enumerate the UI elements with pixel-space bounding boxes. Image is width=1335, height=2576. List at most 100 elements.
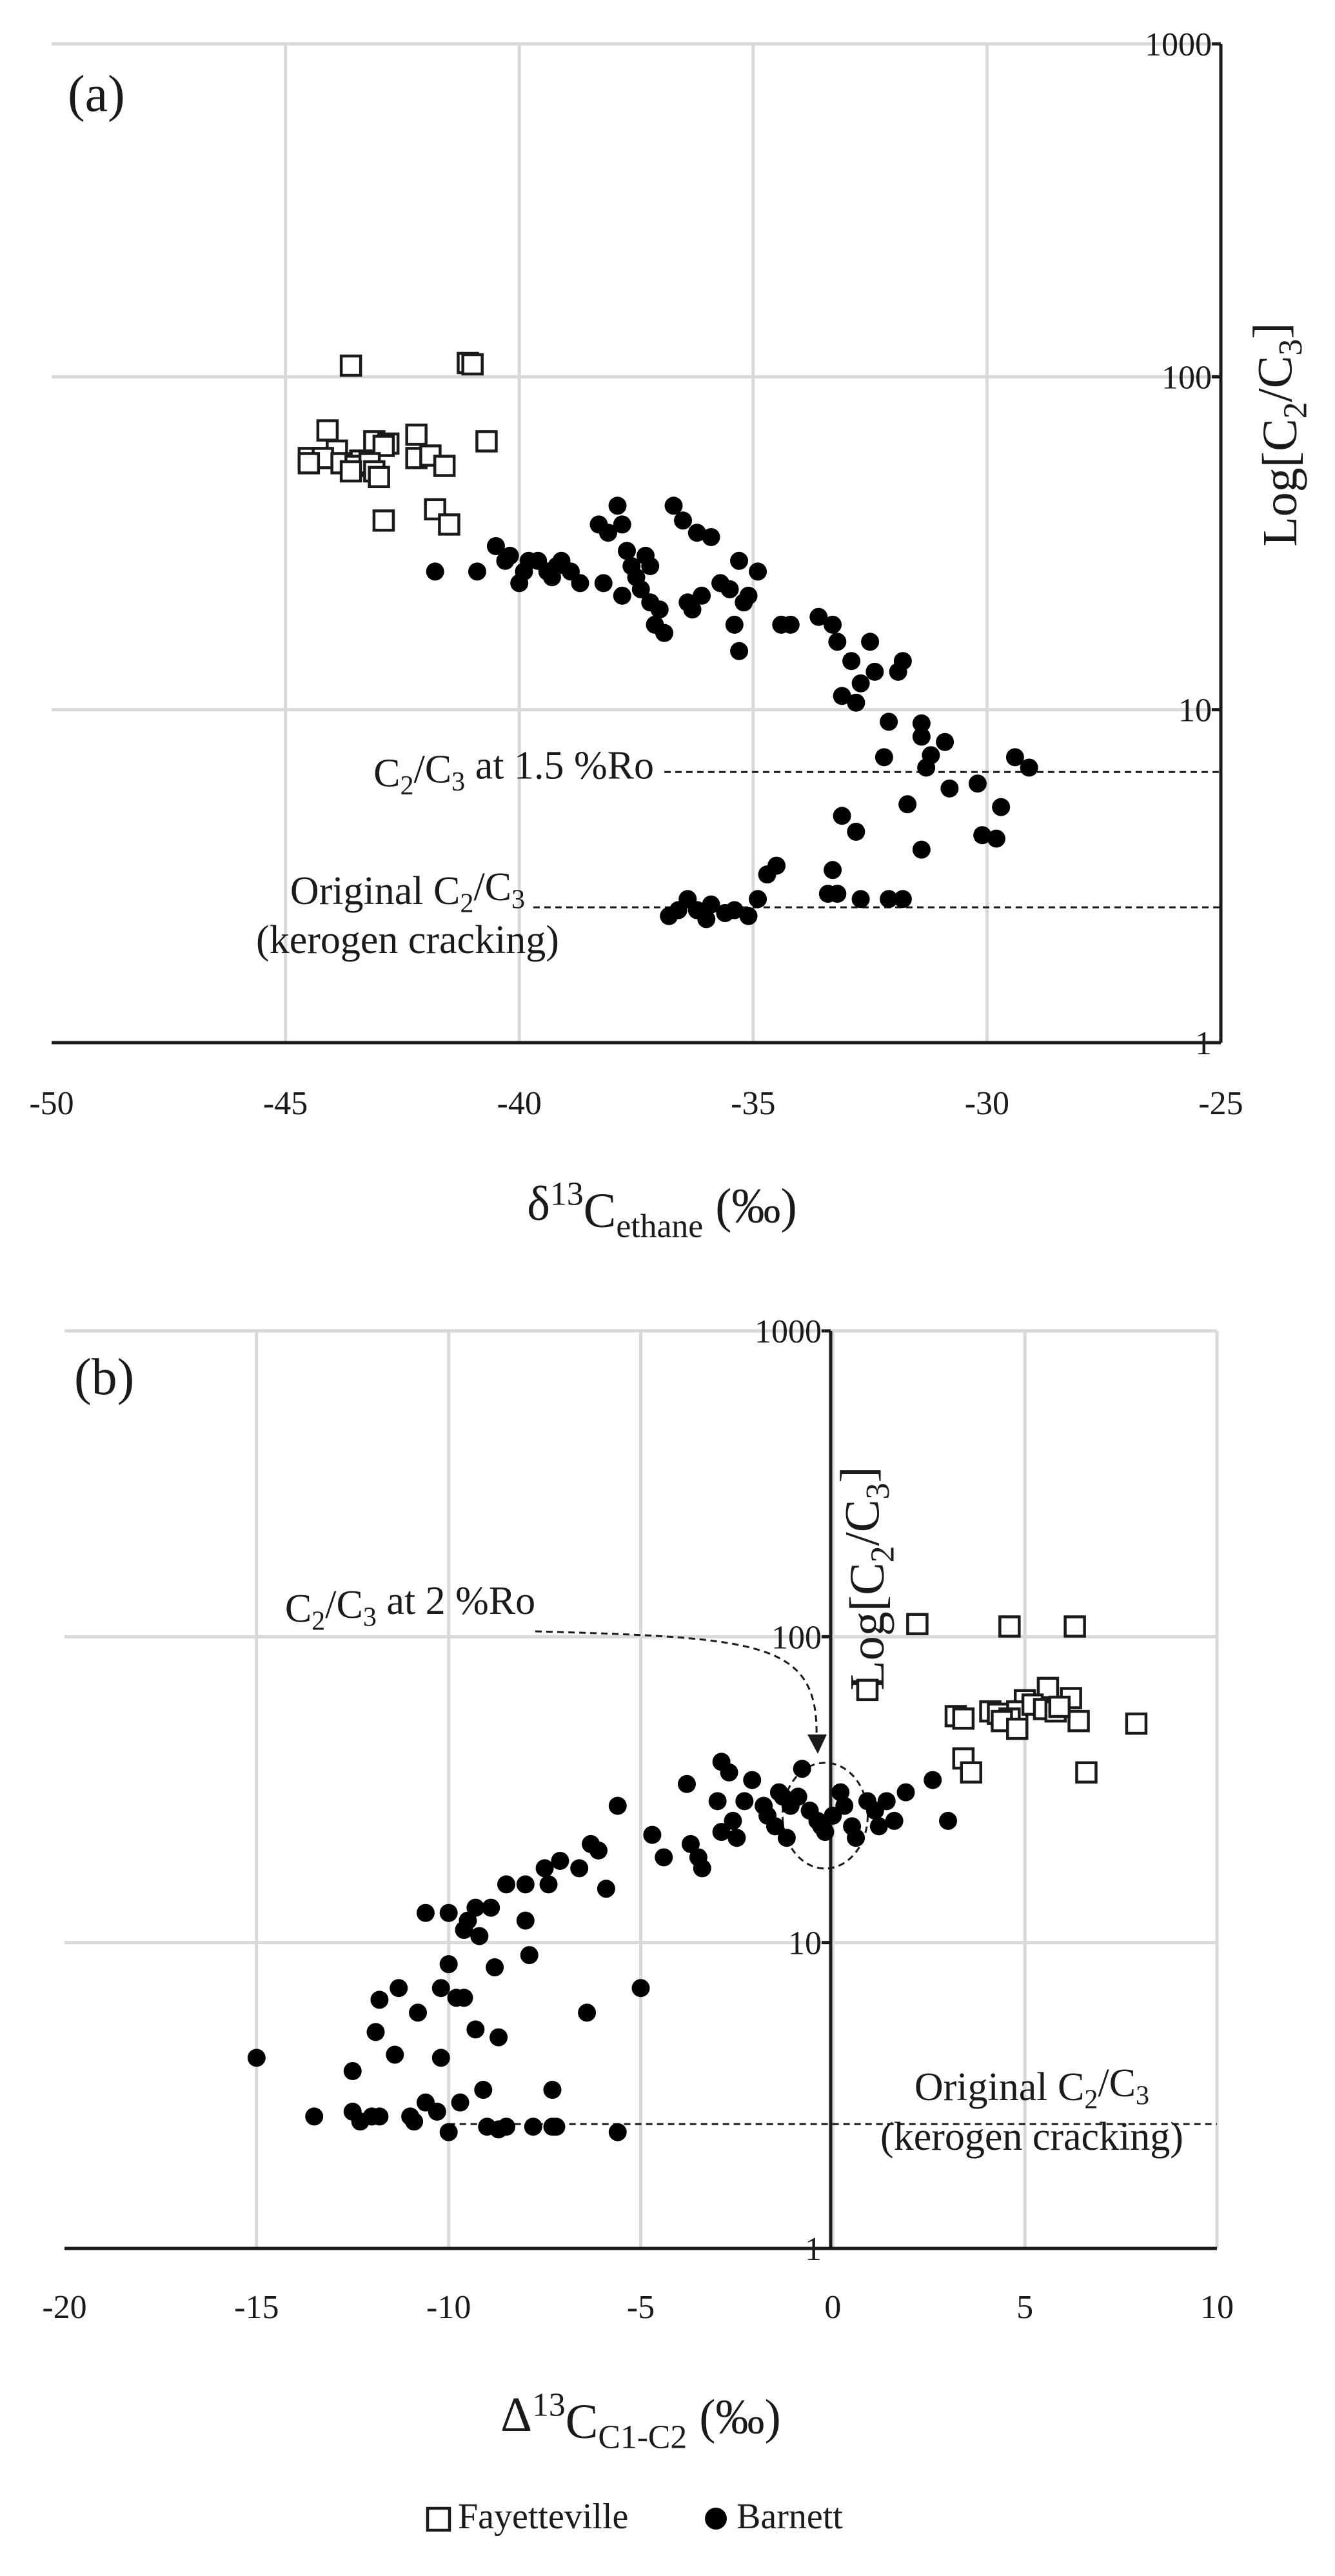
x-tick-label: 0 [824, 2289, 841, 2326]
data-point-barnett [681, 1834, 700, 1853]
data-point-barnett [643, 1825, 662, 1844]
data-point-fayetteville [960, 1761, 983, 1784]
data-point-barnett [390, 1979, 408, 1998]
data-point-barnett [749, 562, 767, 581]
data-point-barnett [655, 1848, 673, 1867]
annotation-ro-label: C2/C3 at 2 %Ro [285, 1579, 535, 1637]
data-point-barnett [409, 2003, 428, 2022]
data-point-barnett [987, 829, 1005, 848]
data-point-fayetteville [1067, 1709, 1090, 1733]
data-point-barnett [880, 890, 898, 909]
data-point-barnett [617, 542, 636, 560]
data-point-barnett [725, 615, 744, 634]
x-tick-label: -50 [29, 1085, 74, 1122]
data-point-fayetteville [339, 460, 362, 483]
data-point-barnett [386, 2045, 404, 2064]
x-axis-title: δ13Cethane (‰) [527, 1176, 797, 1245]
legend-barnett-label: Barnett [737, 2497, 843, 2537]
data-point-barnett [831, 1783, 850, 1802]
data-point-barnett [824, 615, 842, 634]
y-tick-label: 100 [1162, 359, 1212, 396]
data-point-barnett [516, 1875, 535, 1894]
data-point-fayetteville [405, 423, 428, 446]
data-point-barnett [789, 1787, 807, 1806]
data-point-barnett [687, 524, 706, 542]
data-point-barnett [847, 693, 865, 712]
annotation-ro-label: C2/C3 at 1.5 %Ro [373, 743, 654, 801]
data-point-barnett [727, 1829, 746, 1847]
data-point-fayetteville [1006, 1717, 1029, 1740]
data-point-barnett [851, 674, 870, 693]
data-point-fayetteville [952, 1707, 975, 1730]
data-point-fayetteville [1063, 1615, 1086, 1638]
data-point-barnett [730, 551, 749, 570]
data-point-fayetteville [372, 509, 395, 532]
annotation-original-label-line2: (kerogen cracking) [880, 2115, 1183, 2159]
data-point-barnett [865, 662, 884, 681]
data-point-barnett [697, 910, 716, 929]
data-point-barnett [693, 586, 711, 605]
data-point-barnett [847, 822, 865, 841]
x-tick-label: -5 [627, 2289, 655, 2326]
data-point-fayetteville [1075, 1761, 1098, 1784]
data-point-barnett [896, 1783, 915, 1802]
data-point-barnett [766, 1817, 784, 1836]
annotation-arrowhead [807, 1734, 827, 1754]
data-point-barnett [875, 748, 893, 767]
legend-fayetteville-label: Fayetteville [458, 2497, 628, 2537]
data-point-barnett [869, 1817, 888, 1836]
data-point-barnett [1005, 748, 1024, 767]
data-point-barnett [828, 885, 847, 903]
data-point-barnett [631, 580, 650, 598]
data-point-barnett [247, 2049, 266, 2067]
data-point-barnett [608, 497, 627, 515]
data-point-barnett [608, 1796, 627, 1815]
data-point-barnett [828, 633, 847, 651]
data-point-barnett [650, 600, 669, 619]
data-point-barnett [720, 1763, 738, 1782]
data-point-barnett [470, 1927, 489, 1945]
data-point-fayetteville [1048, 1695, 1071, 1718]
x-axis-title: Δ13CC1-C2 (‰) [500, 2387, 781, 2456]
data-point-barnett [631, 1979, 650, 1998]
x-tick-label: -30 [965, 1085, 1009, 1122]
data-point-barnett [655, 624, 674, 642]
data-point-barnett [439, 1903, 458, 1922]
data-point-fayetteville [368, 466, 390, 489]
data-point-barnett [466, 2020, 485, 2039]
data-point-barnett [589, 1841, 608, 1860]
data-point-barnett [598, 524, 617, 542]
data-point-barnett [674, 511, 693, 530]
data-point-barnett [1020, 758, 1038, 777]
y-tick-label: 1 [805, 2231, 822, 2268]
data-point-barnett [497, 2118, 516, 2136]
data-point-barnett [824, 861, 842, 880]
data-point-barnett [730, 642, 749, 660]
data-point-fayetteville [297, 452, 321, 475]
data-point-barnett [777, 1829, 796, 1847]
data-point-barnett [880, 713, 898, 731]
data-point-fayetteville [475, 430, 498, 453]
data-point-barnett [693, 1859, 711, 1878]
chart-panel-a: -50 -45 -40 -35 -30 -25 1 10 100 1000 (a) δ13Cethan… [29, 26, 1314, 1244]
annotation-original-label-line2: (kerogen cracking) [256, 918, 559, 962]
data-point-barnett [496, 551, 515, 570]
data-point-barnett [542, 568, 561, 587]
x-tick-label: 5 [1016, 2289, 1033, 2326]
data-point-barnett [439, 2123, 458, 2141]
data-point-barnett [431, 1979, 450, 1998]
panel-label: (b) [74, 1349, 134, 1406]
data-point-barnett [570, 1859, 589, 1878]
x-tick-label: -40 [497, 1085, 542, 1122]
data-point-barnett [551, 1851, 569, 1870]
data-point-barnett [547, 2118, 566, 2136]
data-point-barnett [712, 1823, 731, 1842]
data-point-barnett [416, 1903, 435, 1922]
data-point-barnett [936, 732, 954, 751]
data-point-barnett [885, 1811, 904, 1830]
x-tick-label: -10 [426, 2289, 471, 2326]
data-point-barnett [889, 662, 907, 681]
data-point-barnett [497, 1875, 516, 1894]
data-point-barnett [793, 1760, 811, 1778]
